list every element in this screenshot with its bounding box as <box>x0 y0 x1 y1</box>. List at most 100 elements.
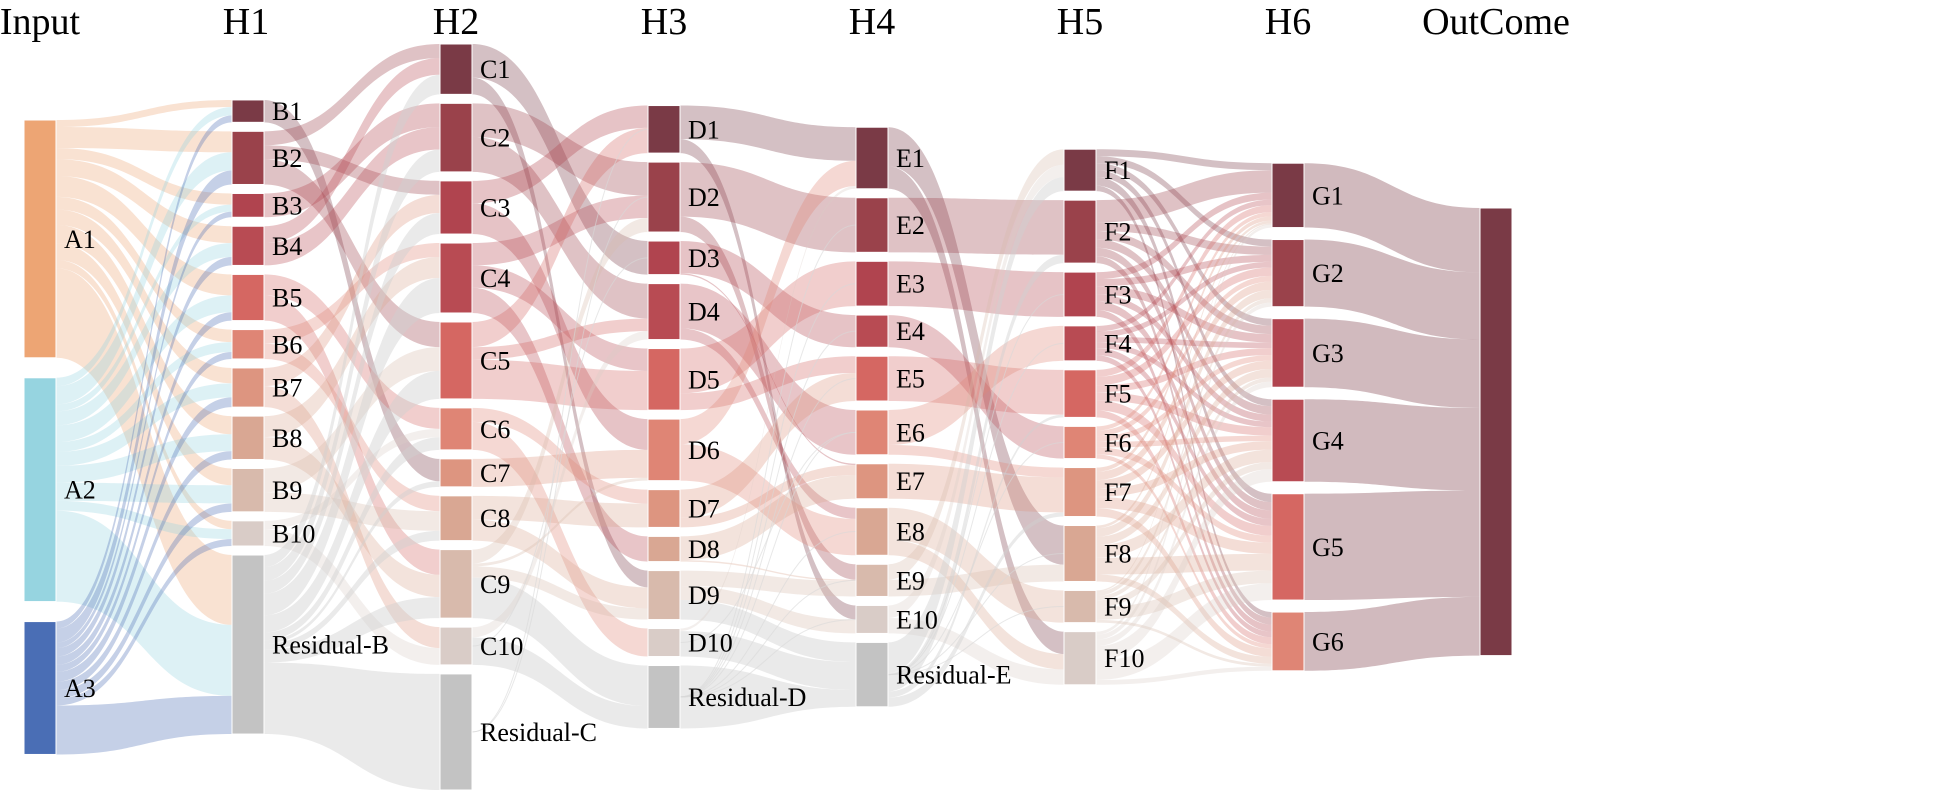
node-OUT <box>1479 207 1513 657</box>
link-C9-D6 <box>472 477 648 567</box>
node-F10 <box>1063 631 1097 686</box>
node-label-C7: C7 <box>480 459 510 488</box>
link-F2-G2 <box>1096 222 1272 255</box>
link-F2-G4 <box>1096 239 1272 415</box>
link-A1-B3 <box>56 147 232 205</box>
node-D2 <box>647 161 681 233</box>
link-C8-D7 <box>472 495 648 528</box>
node-B8 <box>231 415 265 460</box>
node-label-C5: C5 <box>480 346 510 375</box>
link-F4-G5 <box>1096 348 1272 526</box>
link-F1-G1 <box>1096 149 1272 171</box>
link-F6-G1 <box>1096 212 1272 431</box>
node-label-G1: G1 <box>1312 181 1344 210</box>
link-F8-G2 <box>1096 289 1272 537</box>
node-C5 <box>439 321 473 400</box>
node-C8 <box>439 495 473 542</box>
node-label-A3: A3 <box>64 674 96 703</box>
node-F5 <box>1063 369 1097 418</box>
link-ResB-C2 <box>264 149 440 581</box>
link-F10-G2 <box>1096 302 1272 640</box>
node-B4 <box>231 225 265 266</box>
link-E8-F10 <box>888 539 1064 670</box>
node-C10 <box>439 626 473 666</box>
link-E6-F7 <box>888 444 1064 478</box>
link-A1-B7 <box>56 209 232 384</box>
node-label-E8: E8 <box>896 518 925 547</box>
node-label-ResB: Residual-B <box>272 631 389 660</box>
link-A1-B8 <box>56 224 232 435</box>
link-C2-D2 <box>472 103 648 196</box>
link-F10-G4 <box>1096 469 1272 661</box>
link-C9-D2 <box>472 218 648 564</box>
link-F6-G6 <box>1096 454 1272 649</box>
link-ResD-E3 <box>679 283 857 698</box>
link-C1-D9 <box>472 77 648 588</box>
link-D9-E10 <box>680 585 856 634</box>
link-F5-G1 <box>1096 205 1272 377</box>
node-E4 <box>855 314 889 348</box>
node-F9 <box>1063 589 1097 624</box>
link-B2-C5 <box>264 159 440 348</box>
link-A2-B2 <box>56 152 232 405</box>
link-ResE-F9 <box>887 606 1065 676</box>
node-label-D7: D7 <box>688 495 720 524</box>
link-G1-OUT <box>1304 163 1480 273</box>
link-D5-E3 <box>680 261 856 394</box>
node-G1 <box>1271 162 1305 229</box>
link-F7-G2 <box>1096 281 1272 481</box>
link-F8-G4 <box>1096 449 1272 558</box>
link-F9-G2 <box>1096 298 1272 597</box>
link-A3-B9 <box>56 503 232 699</box>
link-B4-C1 <box>264 57 440 244</box>
link-F5-G2 <box>1096 267 1272 386</box>
link-A2-B4 <box>56 243 232 426</box>
link-ResB-C9 <box>264 597 440 663</box>
node-F8 <box>1063 525 1097 582</box>
link-D4-E8 <box>680 328 856 519</box>
node-ResE <box>855 641 889 708</box>
node-E6 <box>855 409 889 456</box>
node-C7 <box>439 458 473 488</box>
link-ResB-C8 <box>264 530 440 650</box>
node-C9 <box>439 549 473 619</box>
link-D3-E7 <box>680 273 856 466</box>
link-F9-G4 <box>1096 462 1272 608</box>
link-A1-ResB <box>56 268 232 625</box>
link-F2-G1 <box>1096 170 1272 223</box>
node-B9 <box>231 467 265 513</box>
node-C4 <box>439 242 473 314</box>
link-F6-G5 <box>1096 447 1272 543</box>
link-A1-B4 <box>56 159 232 244</box>
node-F3 <box>1063 271 1097 318</box>
link-G2-OUT <box>1304 239 1480 340</box>
link-B8-C9 <box>264 437 440 598</box>
link-D3-E4 <box>680 241 856 348</box>
link-E8-F9 <box>888 507 1064 623</box>
node-B3 <box>231 192 265 218</box>
link-F7-G5 <box>1096 496 1272 554</box>
node-label-D8: D8 <box>688 535 720 564</box>
link-G4-OUT <box>1304 399 1480 491</box>
node-D8 <box>647 535 681 563</box>
link-F7-G1 <box>1096 216 1272 472</box>
node-label-B7: B7 <box>272 374 302 403</box>
link-E4-F6 <box>888 315 1064 459</box>
link-E10-F1 <box>888 164 1064 619</box>
link-C7-D6 <box>472 449 648 487</box>
link-F9-G3 <box>1096 377 1272 601</box>
link-ResE-F8 <box>887 552 1065 676</box>
link-ResB-ResC <box>264 662 440 790</box>
link-A1-B2 <box>56 126 232 153</box>
node-label-C8: C8 <box>480 504 510 533</box>
node-label-C1: C1 <box>480 55 510 84</box>
link-A3-B5 <box>56 312 232 665</box>
node-label-F6: F6 <box>1104 428 1131 457</box>
link-E1-F10 <box>888 166 1064 655</box>
link-E3-F3 <box>888 261 1064 317</box>
node-ResD <box>647 665 681 729</box>
link-A1-B9 <box>56 243 232 486</box>
node-label-F1: F1 <box>1104 156 1131 185</box>
link-F10-G5 <box>1096 583 1272 680</box>
node-E3 <box>855 260 889 307</box>
